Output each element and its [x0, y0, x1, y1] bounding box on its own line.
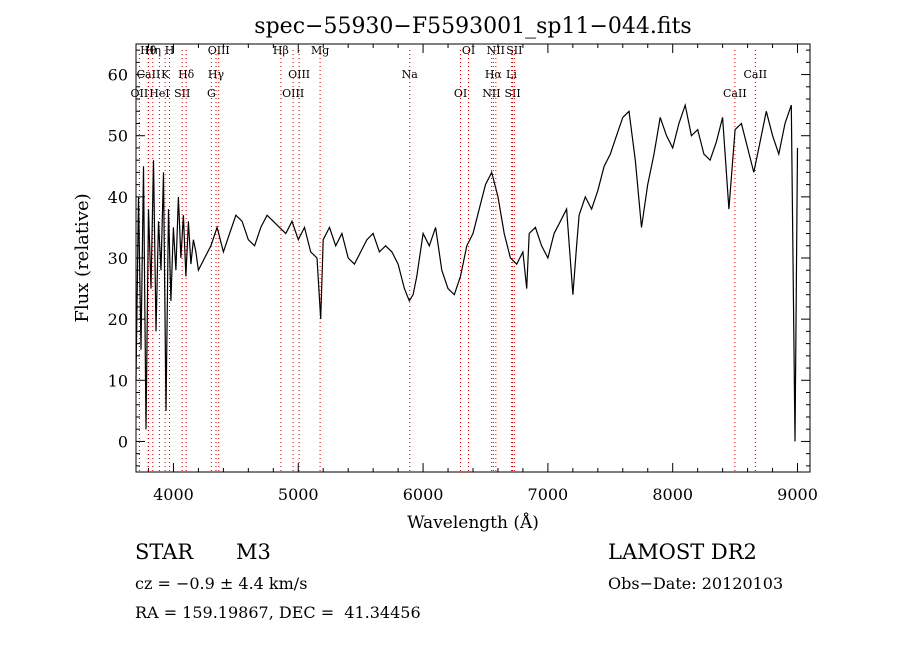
line-marker-label: H	[165, 44, 175, 57]
object-subclass: M3	[236, 540, 271, 564]
line-marker-label: CaII	[137, 68, 161, 81]
obs-date: Obs−Date: 20120103	[608, 574, 784, 593]
y-tick-label: 40	[108, 188, 128, 207]
line-marker-label: NII	[482, 87, 500, 100]
line-marker-label: Hα	[485, 68, 503, 81]
line-marker-label: Li	[506, 68, 517, 81]
chart-title: spec−55930−F5593001_sp11−044.fits	[254, 14, 691, 39]
line-marker-label: CaII	[723, 87, 747, 100]
x-axis-label: Wavelength (Å)	[407, 512, 539, 533]
y-tick-label: 20	[108, 310, 128, 329]
redshift-text: cz = −0.9 ± 4.4 km/s	[135, 574, 308, 593]
spectrum-line	[135, 102, 799, 442]
line-marker-label: OIII	[288, 68, 310, 81]
line-marker-label: OIII	[282, 87, 304, 100]
survey-label: LAMOST DR2	[608, 540, 757, 564]
line-marker-label: NII	[487, 44, 505, 57]
line-marker-label: CaII	[743, 68, 767, 81]
plot-frame	[135, 43, 811, 473]
y-tick-label: 30	[108, 249, 128, 268]
line-marker-label: G	[207, 87, 216, 100]
y-tick-label: 50	[108, 127, 128, 146]
line-marker-label: Mg	[311, 44, 329, 57]
x-tick-label: 7000	[528, 485, 569, 504]
line-marker-label: OIII	[208, 44, 230, 57]
line-marker-label: Hδ	[178, 68, 195, 81]
x-tick-label: 4000	[153, 485, 194, 504]
y-tick-label: 10	[108, 371, 128, 390]
line-marker-label: HeI	[149, 87, 169, 100]
coordinates-text: RA = 159.19867, DEC = 41.34456	[135, 603, 421, 622]
line-marker-label: K	[161, 68, 170, 81]
y-tick-label: 60	[108, 66, 128, 85]
y-axis-label: Flux (relative)	[72, 193, 93, 322]
line-marker-label: SII	[504, 87, 520, 100]
line-marker-label: OI	[454, 87, 467, 100]
line-marker-label: Na	[402, 68, 419, 81]
line-marker-label: OI	[462, 44, 475, 57]
object-class: STAR	[135, 540, 194, 564]
line-marker-label: SII	[506, 44, 522, 57]
line-marker-label: SII	[174, 87, 190, 100]
line-marker-label: Hγ	[208, 68, 225, 81]
x-tick-label: 5000	[278, 485, 319, 504]
line-marker-label: Hη	[145, 44, 161, 57]
x-tick-label: 6000	[403, 485, 444, 504]
y-tick-label: 0	[118, 432, 128, 451]
line-marker-label: OII	[131, 87, 149, 100]
x-tick-label: 8000	[652, 485, 693, 504]
line-marker-label: Hβ	[273, 44, 289, 57]
x-tick-label: 9000	[777, 485, 818, 504]
